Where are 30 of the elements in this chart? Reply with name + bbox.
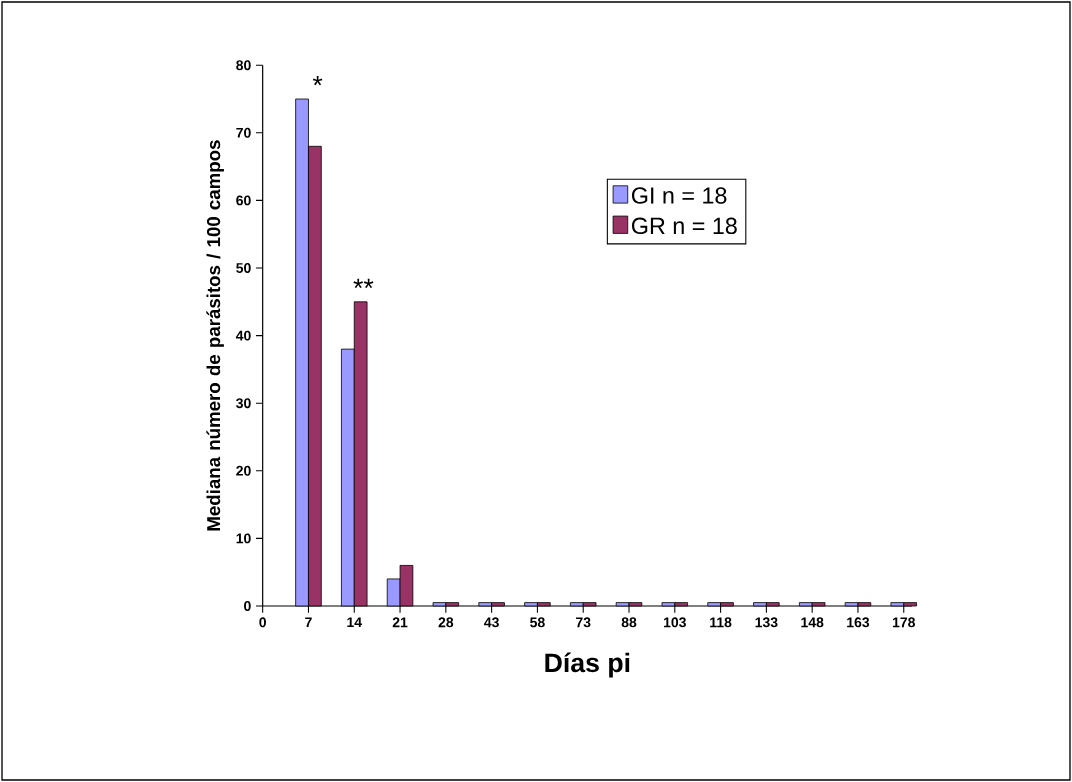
x-tick-label: 58 [530,617,545,628]
x-tick-label: 28 [438,617,454,628]
y-axis-title: Mediana número de parásitos / 100 campos [206,140,224,531]
x-tick-label: 88 [621,617,637,628]
legend-label: GR n = 18 [631,217,737,235]
x-axis-title: Días pi [545,652,630,678]
y-tick-label: 50 [236,263,251,273]
x-tick-label: 7 [305,617,312,627]
x-tick-label: 43 [484,617,499,628]
annotation: ** [353,278,374,289]
x-tick-label: 148 [801,617,824,628]
y-tick-label: 0 [244,601,251,611]
x-tick-label: 21 [392,617,408,628]
x-tick-label: 133 [755,617,778,628]
y-tick-label: 40 [235,330,251,341]
x-tick-label: 103 [664,617,686,628]
x-tick-label: 73 [576,617,591,628]
y-tick-label: 20 [236,465,251,476]
x-tick-label: 178 [892,617,915,628]
y-tick-label: 30 [236,398,251,409]
x-tick-label: 163 [847,617,870,628]
y-tick-label: 70 [236,127,251,138]
y-tick-label: 10 [236,533,251,544]
y-tick-label: 80 [236,60,251,71]
x-tick-label: 118 [710,617,732,628]
x-tick-label: 14 [347,617,362,627]
x-tick-label: 0 [259,617,266,628]
y-tick-label: 60 [236,195,251,206]
annotation: * [312,75,323,86]
legend-label: GI n = 18 [631,187,727,204]
